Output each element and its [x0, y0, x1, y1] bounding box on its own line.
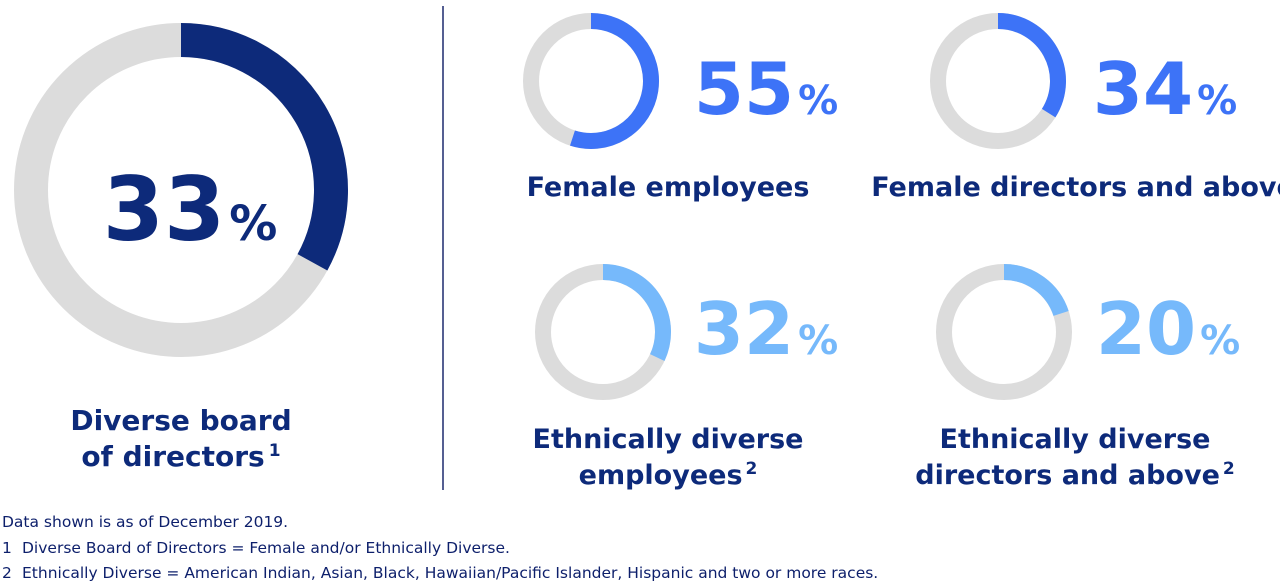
donut-value-number: 32: [694, 287, 794, 371]
footnote-ref-mark: 1: [269, 441, 281, 461]
donut-value-arc: [997, 13, 1066, 118]
donut-category-text: employees: [579, 460, 743, 491]
donut-value-arc: [569, 13, 660, 149]
donut-value-label: 32%: [694, 287, 838, 371]
footnote-1-number: 1: [2, 539, 12, 557]
donut-category-label: Ethnically diverse: [940, 424, 1211, 455]
donut-category-text: Female directors and above: [871, 172, 1280, 203]
donut-value-unit: %: [798, 78, 838, 124]
donut-category-label: of directors 1: [81, 440, 280, 473]
donut-value-unit: %: [798, 318, 838, 364]
footnote-intro: Data shown is as of December 2019.: [2, 513, 289, 531]
donut-value-label: 20%: [1096, 287, 1240, 371]
donut-category-label: directors and above 2: [915, 459, 1234, 491]
donut-value-unit: %: [1197, 78, 1237, 124]
footnote-2-number: 2: [2, 564, 12, 582]
donut-value-arc: [1003, 264, 1069, 317]
donut-category-text: Diverse board: [70, 404, 291, 437]
donut-chart-5: 20 % Ethnically diverse directors and above…: [915, 264, 1240, 491]
footnote-1-text: Diverse Board of Directors = Female and/…: [22, 539, 510, 557]
donut-chart-3: 34 % Female directors and above: [871, 13, 1280, 203]
donut-chart-2: 55 % Female employees: [523, 13, 838, 203]
donut-value-number: 55: [694, 47, 794, 131]
donut-category-text: Ethnically diverse: [533, 424, 804, 455]
donut-category-label: Ethnically diverse: [533, 424, 804, 455]
donut-category-text: of directors: [81, 440, 264, 473]
donut-chart-4: 32 % Ethnically diverse employees 2: [533, 264, 838, 491]
donut-value-arc: [180, 23, 348, 271]
donut-value-label: 34%: [1093, 47, 1237, 131]
footnote-1: 1 Diverse Board of Directors = Female and…: [2, 539, 510, 557]
donut-category-text: Ethnically diverse: [940, 424, 1211, 455]
donut-category-label: employees 2: [579, 459, 758, 491]
donut-category-label: Female directors and above: [871, 172, 1280, 203]
footnote-ref-mark: 2: [1223, 459, 1235, 479]
donut-value-number: 20: [1096, 287, 1196, 371]
donut-category-text: directors and above: [915, 460, 1220, 491]
donut-value-label: 55%: [694, 47, 838, 131]
donut-category-text: Female employees: [527, 172, 810, 203]
footnote-2: 2 Ethnically Diverse = American Indian, A…: [2, 564, 878, 582]
donut-category-label: Diverse board: [70, 404, 291, 437]
donut-value-number: 33: [103, 158, 225, 261]
donut-value-arc: [602, 264, 671, 361]
footnote-2-text: Ethnically Diverse = American Indian, As…: [22, 564, 879, 582]
donut-value-number: 34: [1093, 47, 1193, 131]
donut-value-unit: %: [229, 196, 277, 252]
donut-category-label: Female employees: [527, 172, 810, 203]
donut-value-label: 33%: [103, 158, 278, 261]
donut-value-unit: %: [1200, 318, 1240, 364]
footnote-ref-mark: 2: [746, 459, 758, 479]
